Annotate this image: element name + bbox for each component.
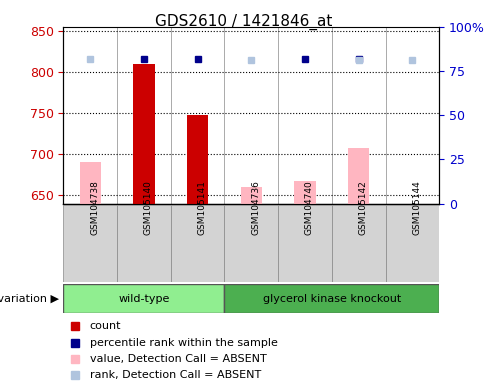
Text: glycerol kinase knockout: glycerol kinase knockout: [263, 293, 401, 304]
Bar: [224, 205, 278, 282]
Text: genotype/variation ▶: genotype/variation ▶: [0, 293, 59, 304]
Bar: [80, 162, 101, 204]
Text: GSM104736: GSM104736: [251, 180, 260, 235]
Bar: [224, 284, 439, 313]
Bar: [187, 115, 208, 204]
Text: GSM104740: GSM104740: [305, 180, 314, 235]
Text: count: count: [90, 321, 121, 331]
Text: GSM105141: GSM105141: [198, 180, 206, 235]
Text: GSM105140: GSM105140: [144, 180, 153, 235]
Text: percentile rank within the sample: percentile rank within the sample: [90, 338, 278, 348]
Bar: [63, 284, 224, 313]
Bar: [241, 187, 262, 204]
Bar: [294, 181, 316, 204]
Bar: [117, 205, 171, 282]
Text: value, Detection Call = ABSENT: value, Detection Call = ABSENT: [90, 354, 266, 364]
Text: GSM104738: GSM104738: [90, 180, 99, 235]
Bar: [386, 205, 439, 282]
Text: rank, Detection Call = ABSENT: rank, Detection Call = ABSENT: [90, 370, 261, 380]
Bar: [171, 205, 224, 282]
Text: GSM105142: GSM105142: [359, 180, 367, 235]
Text: GSM105144: GSM105144: [412, 180, 421, 235]
Text: wild-type: wild-type: [118, 293, 170, 304]
Bar: [348, 149, 369, 204]
Bar: [63, 205, 117, 282]
Bar: [133, 64, 155, 204]
Text: GDS2610 / 1421846_at: GDS2610 / 1421846_at: [155, 13, 333, 30]
Bar: [278, 205, 332, 282]
Bar: [332, 205, 386, 282]
